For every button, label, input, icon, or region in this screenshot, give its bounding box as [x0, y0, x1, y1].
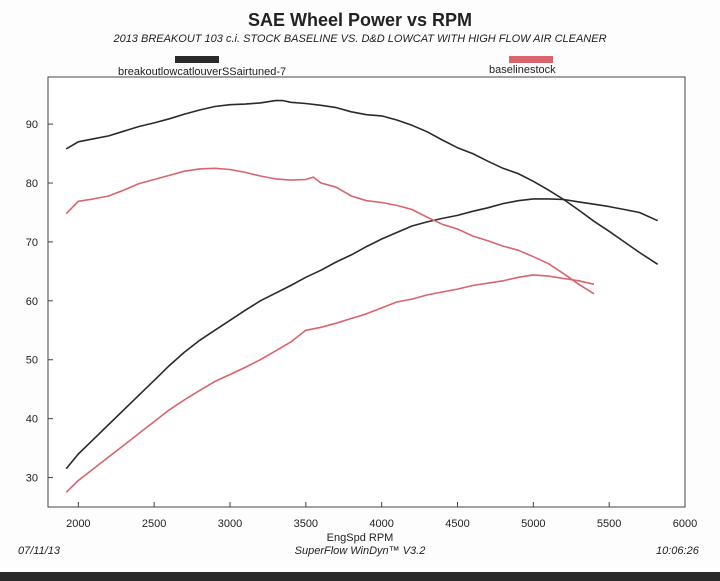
series-line-power-lowcat [65, 198, 659, 470]
x-axis-label: EngSpd RPM [327, 532, 394, 544]
series-line-torque-baseline [65, 167, 595, 295]
legend-swatch-series-2 [509, 56, 553, 63]
plot-area-frame [47, 76, 686, 508]
legend-label-series-1: breakoutlowcatlouverSSairtuned-7 [118, 66, 287, 78]
x-tick-label: 3000 [218, 518, 242, 530]
chart-subtitle: 2013 BREAKOUT 103 c.i. STOCK BASELINE VS… [113, 33, 607, 45]
x-tick-label: 4500 [445, 518, 469, 530]
x-tick-label: 6000 [673, 518, 697, 530]
print-date: 07/11/13 [18, 545, 61, 557]
x-tick-label: 2500 [142, 518, 166, 530]
x-tick-label: 5000 [521, 518, 545, 530]
series-line-power-baseline [65, 274, 595, 493]
x-tick-label: 2000 [66, 518, 90, 530]
y-tick-label: 40 [26, 414, 38, 426]
y-tick-label: 60 [26, 296, 38, 308]
legend-label-series-2: baselinestock [489, 64, 556, 76]
y-axis: 30 40 50 60 70 80 90 [26, 119, 53, 485]
print-time: 10:06:26 [656, 545, 699, 557]
chart-title: SAE Wheel Power vs RPM [247, 10, 473, 30]
software-version: SuperFlow WinDyn™ V3.2 [294, 545, 426, 557]
series-line-torque-lowcat [65, 99, 659, 265]
legend-swatch-series-1 [175, 56, 219, 63]
y-tick-label: 30 [26, 473, 38, 485]
y-tick-label: 90 [26, 119, 38, 131]
series-lines [65, 99, 659, 493]
y-tick-label: 70 [26, 237, 38, 249]
x-tick-label: 5500 [597, 518, 621, 530]
x-tick-label: 4000 [369, 518, 393, 530]
y-tick-label: 80 [26, 178, 38, 190]
x-axis: 2000 2500 3000 3500 4000 4500 5000 5500 6000 [66, 502, 697, 530]
y-tick-label: 50 [26, 355, 38, 367]
scan-edge-band [0, 572, 720, 581]
x-tick-label: 3500 [294, 518, 318, 530]
